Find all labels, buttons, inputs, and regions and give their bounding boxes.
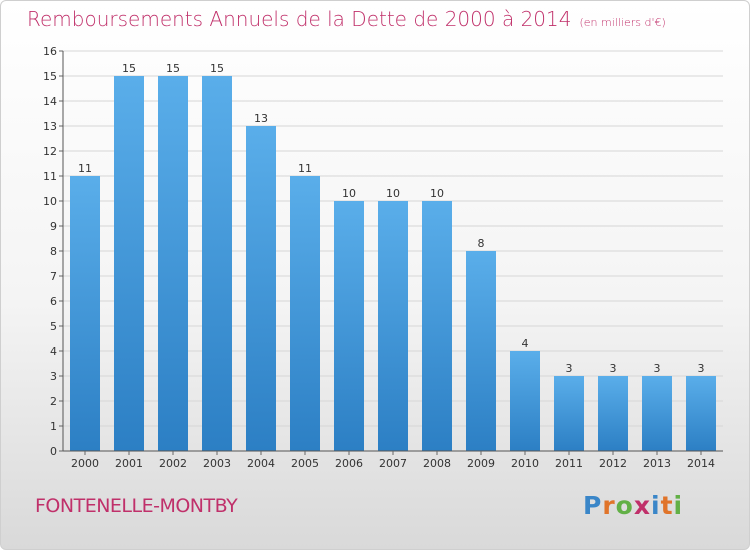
data-label: 11 — [78, 162, 92, 175]
bar-2013 — [642, 376, 672, 451]
bar-layer: 11 15 15 15 13 11 10 10 10 8 4 3 3 3 3 — [70, 62, 716, 451]
chart-subtitle: (en milliers d'€) — [579, 16, 666, 29]
bar-2000 — [70, 176, 100, 451]
logo-letter: o — [615, 491, 634, 520]
data-label: 8 — [478, 237, 485, 250]
data-label: 4 — [522, 337, 529, 350]
bar-2007 — [378, 201, 408, 451]
x-tick-label: 2008 — [423, 457, 451, 470]
logo-letter: t — [660, 491, 674, 520]
y-tick-label: 8 — [50, 245, 57, 258]
logo-letter: x — [633, 491, 651, 520]
chart-title: Remboursements Annuels de la Dette de 20… — [27, 7, 666, 31]
y-tick-label: 12 — [43, 145, 57, 158]
y-tick-label: 0 — [50, 445, 57, 458]
y-tick-label: 11 — [43, 170, 57, 183]
logo-letter: i — [651, 491, 661, 520]
data-label: 3 — [654, 362, 661, 375]
x-tick-label: 2005 — [291, 457, 319, 470]
x-tick-label: 2004 — [247, 457, 275, 470]
x-tick-label: 2001 — [115, 457, 143, 470]
x-tick-label: 2002 — [159, 457, 187, 470]
y-tick-label: 10 — [43, 195, 57, 208]
y-tick-label: 15 — [43, 70, 57, 83]
data-label: 13 — [254, 112, 268, 125]
commune-name: FONTENELLE-MONTBY — [35, 495, 238, 517]
data-label: 3 — [698, 362, 705, 375]
y-tick-label: 2 — [50, 395, 57, 408]
y-tick-label: 9 — [50, 220, 57, 233]
data-label: 10 — [342, 187, 356, 200]
data-label: 10 — [386, 187, 400, 200]
y-tick-label: 3 — [50, 370, 57, 383]
bar-2010 — [510, 351, 540, 451]
bar-2012 — [598, 376, 628, 451]
x-tick-label: 2012 — [599, 457, 627, 470]
x-tick-label: 2006 — [335, 457, 363, 470]
y-tick-label: 13 — [43, 120, 57, 133]
x-tick-label: 2003 — [203, 457, 231, 470]
x-tick-label: 2000 — [71, 457, 99, 470]
bar-2005 — [290, 176, 320, 451]
x-tick-label: 2011 — [555, 457, 583, 470]
title-text: Remboursements Annuels de la Dette de 20… — [27, 7, 572, 31]
bar-2002 — [158, 76, 188, 451]
y-tick-label: 14 — [43, 95, 57, 108]
x-tick-label: 2007 — [379, 457, 407, 470]
data-label: 15 — [166, 62, 180, 75]
logo-letter: i — [673, 491, 684, 520]
bar-2014 — [686, 376, 716, 451]
logo-letter: r — [602, 491, 616, 520]
data-label: 3 — [566, 362, 573, 375]
bar-2009 — [466, 251, 496, 451]
y-tick-label: 16 — [43, 45, 57, 58]
x-tick-label: 2009 — [467, 457, 495, 470]
bar-2004 — [246, 126, 276, 451]
data-label: 10 — [430, 187, 444, 200]
x-tick-label: 2013 — [643, 457, 671, 470]
proxiti-logo[interactable]: Proxiti — [583, 491, 683, 520]
bar-2006 — [334, 201, 364, 451]
bar-2008 — [422, 201, 452, 451]
y-tick-label: 6 — [50, 295, 57, 308]
bar-2011 — [554, 376, 584, 451]
y-tick-label: 7 — [50, 270, 57, 283]
y-tick-label: 4 — [50, 345, 57, 358]
bar-2001 — [114, 76, 144, 451]
bar-2003 — [202, 76, 232, 451]
x-tick-label: 2014 — [687, 457, 715, 470]
logo-letter: P — [583, 491, 603, 520]
data-label: 3 — [610, 362, 617, 375]
data-label: 11 — [298, 162, 312, 175]
x-tick-label: 2010 — [511, 457, 539, 470]
y-tick-label: 5 — [50, 320, 57, 333]
data-label: 15 — [210, 62, 224, 75]
data-label: 15 — [122, 62, 136, 75]
y-tick-label: 1 — [50, 420, 57, 433]
